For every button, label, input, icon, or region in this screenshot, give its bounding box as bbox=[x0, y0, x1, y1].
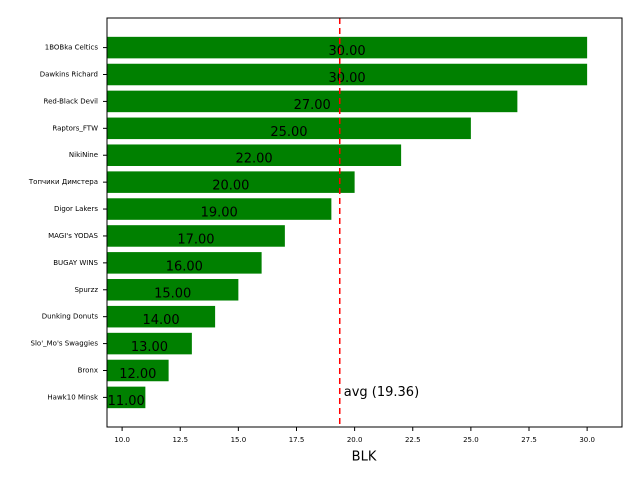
bar bbox=[107, 279, 239, 301]
x-tick-label: 25.0 bbox=[463, 436, 479, 444]
value-label: 16.00 bbox=[166, 259, 203, 274]
bar bbox=[107, 305, 216, 328]
bar bbox=[107, 117, 471, 140]
x-tick-label: 10.0 bbox=[114, 436, 130, 444]
category-label: BUGAY WINS bbox=[53, 259, 98, 267]
plot-frame bbox=[106, 17, 623, 428]
x-tick-label: 15.0 bbox=[231, 436, 247, 444]
category-label: Digor Lakers bbox=[54, 205, 98, 213]
value-label: 30.00 bbox=[328, 44, 365, 59]
category-label: Raptors_FTW bbox=[52, 124, 98, 132]
value-label: 20.00 bbox=[212, 179, 249, 194]
value-label: 11.00 bbox=[108, 394, 145, 409]
value-label: 25.00 bbox=[270, 125, 307, 140]
x-axis-label: BLK bbox=[352, 450, 377, 465]
value-label: 27.00 bbox=[294, 98, 331, 113]
x-tick-label: 20.0 bbox=[347, 436, 363, 444]
category-label: Bronx bbox=[78, 366, 98, 374]
bar bbox=[107, 252, 262, 274]
x-tick-label: 12.5 bbox=[172, 436, 188, 444]
bar bbox=[107, 225, 285, 247]
category-label: 1BOBka Celtics bbox=[45, 44, 99, 52]
category-label: Dawkins Richard bbox=[40, 71, 98, 79]
bar bbox=[107, 332, 192, 355]
bar bbox=[107, 198, 332, 220]
value-label: 17.00 bbox=[177, 232, 214, 247]
category-label: NikiNine bbox=[69, 151, 98, 159]
category-label: Топчики Димстера bbox=[28, 178, 98, 186]
x-tick-label: 27.5 bbox=[521, 436, 537, 444]
value-label: 22.00 bbox=[235, 152, 272, 167]
category-label: Dunking Donuts bbox=[42, 313, 99, 321]
value-label: 30.00 bbox=[328, 71, 365, 86]
value-label: 19.00 bbox=[201, 206, 238, 221]
value-label: 15.00 bbox=[154, 286, 191, 301]
value-label: 14.00 bbox=[142, 313, 179, 328]
bar bbox=[107, 36, 588, 59]
value-label: 12.00 bbox=[119, 367, 156, 382]
bar bbox=[107, 63, 588, 86]
x-tick-label: 22.5 bbox=[405, 436, 421, 444]
bar bbox=[107, 359, 169, 382]
category-label: Red-Black Devil bbox=[44, 97, 99, 105]
category-label: Slo'_Mo's Swaggies bbox=[31, 340, 99, 348]
category-label: MAGI's YODAS bbox=[48, 232, 98, 240]
avg-label: avg (19.36) bbox=[344, 385, 419, 400]
value-label: 13.00 bbox=[131, 340, 168, 355]
category-label: Hawk10 Minsk bbox=[47, 393, 99, 401]
category-label: Spurzz bbox=[74, 286, 98, 294]
x-tick-label: 17.5 bbox=[289, 436, 305, 444]
x-tick-label: 30.0 bbox=[579, 436, 595, 444]
bar bbox=[107, 144, 402, 166]
bar bbox=[107, 386, 146, 409]
bar bbox=[107, 171, 355, 193]
bar bbox=[107, 90, 518, 113]
